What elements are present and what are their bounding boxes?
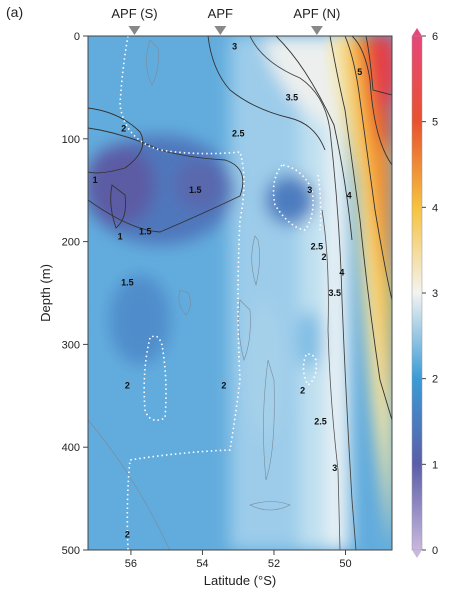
colorbar-tick-label: 0 [432,545,438,557]
contour-label: 3 [232,41,237,51]
front-marker-triangle [128,26,141,35]
contour-label: 2 [125,530,130,540]
y-axis: 0 100 200 300 400 500 [62,31,88,557]
y-tick-label: 400 [62,442,80,454]
contour-label: 1.5 [121,278,134,288]
front-marker-label: APF (N) [293,6,340,21]
heatmap-field [88,36,392,550]
colorbar-tick-label: 6 [432,31,438,43]
front-marker-label: APF [208,6,233,21]
contour-label: 2.5 [311,242,324,252]
contour-label: 5 [357,67,362,77]
colorbar-tick-label: 3 [432,288,438,300]
front-marker-triangle [310,26,323,35]
colorbar-tick-label: 1 [432,459,438,471]
plot-frame [87,35,393,551]
contour-lines [88,36,392,550]
y-tick-label: 300 [62,339,80,351]
x-tick-label: 52 [268,558,280,570]
contour-label: 3.5 [329,288,342,298]
contour-label: 2 [221,381,226,391]
contour-label: 1 [93,175,98,185]
colorbar-bar [411,35,423,551]
contour-label: 2.5 [314,417,327,427]
contour-label: 3 [332,463,337,473]
contour-label: 2 [125,381,130,391]
contour-label: 1.5 [139,226,152,236]
x-tick-label: 50 [339,558,351,570]
colorbar-top-arrow [412,28,422,36]
y-axis-label: Depth (m) [38,264,53,322]
front-markers: APF (S) APF APF (N) [111,6,340,35]
y-tick-label: 100 [62,134,80,146]
contour-label: 3 [307,185,312,195]
panel-label: (a) [6,4,24,20]
contour-label: 2 [322,252,327,262]
front-marker-triangle [214,26,227,35]
colorbar-tick-label: 2 [432,374,438,386]
contour-label: 2 [300,386,305,396]
contour-label: 1.5 [189,185,202,195]
colorbar-bottom-arrow [412,550,422,558]
contour-label: 3.5 [286,93,299,103]
colorbar: 0 1 2 3 4 5 6 [411,28,438,558]
y-tick-label: 0 [74,31,80,43]
x-axis-label: Latitude (°S) [204,573,276,588]
contour-label: 2 [121,124,126,134]
contour-label: 1 [118,231,123,241]
contour-label: 4 [347,190,352,200]
contour-label: 4 [339,267,344,277]
x-tick-label: 56 [125,558,137,570]
y-tick-label: 500 [62,545,80,557]
colorbar-tick-label: 5 [432,117,438,129]
contour-label: 2.5 [232,129,245,139]
colorbar-tick-label: 4 [432,202,438,214]
x-axis: 56 54 52 50 [125,550,352,570]
front-marker-label: APF (S) [111,6,157,21]
x-tick-label: 54 [196,558,208,570]
y-tick-label: 200 [62,237,80,249]
